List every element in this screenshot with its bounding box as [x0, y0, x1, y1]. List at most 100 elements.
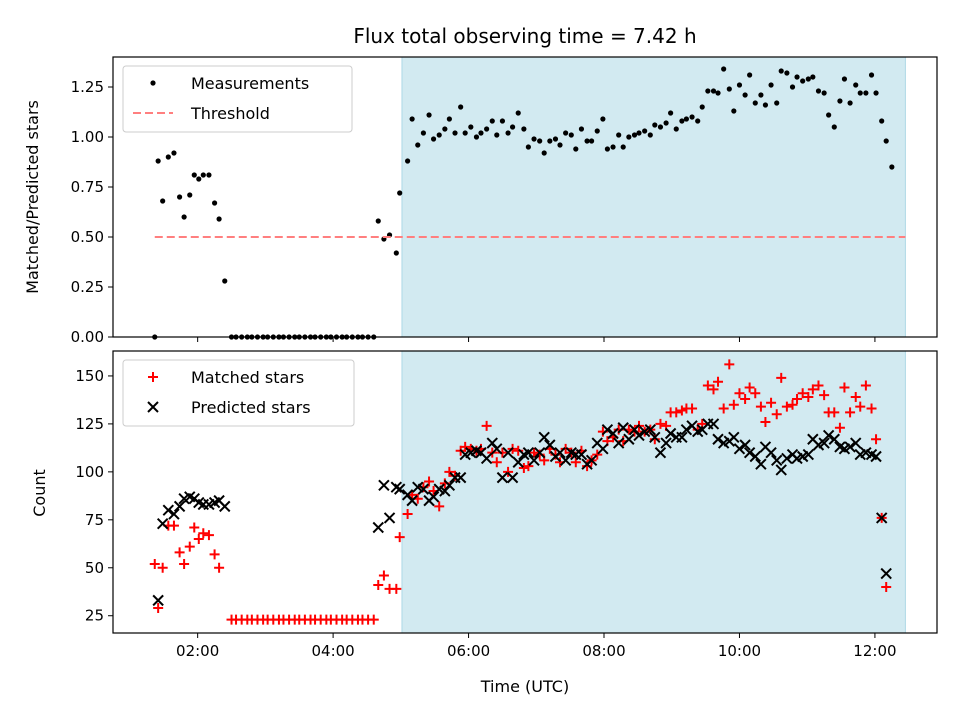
measurement-point	[689, 114, 695, 120]
matched-point	[803, 392, 814, 403]
legend-marker	[148, 372, 158, 382]
matched-point	[368, 614, 379, 625]
measurement-point	[721, 66, 727, 72]
measurement-point	[604, 146, 611, 152]
matched-point	[807, 384, 818, 395]
measurement-point	[216, 216, 222, 222]
legend: Measurements Threshold	[122, 65, 353, 133]
observing-window-shade	[401, 350, 906, 634]
x-tick-label: 10:00	[718, 642, 761, 660]
matched-point	[481, 420, 492, 431]
predicted-point	[870, 450, 882, 463]
series-measurements	[152, 66, 895, 340]
matched-point	[766, 397, 777, 408]
measurement-point	[176, 194, 183, 200]
measurement-point	[873, 90, 879, 96]
matched-point	[189, 522, 200, 533]
predicted-point	[743, 446, 756, 459]
measurement-point	[458, 104, 464, 110]
predicted-point	[502, 446, 514, 459]
predicted-point	[623, 433, 635, 445]
predicted-point	[707, 418, 720, 430]
measurement-point	[375, 218, 381, 224]
predicted-point	[654, 446, 667, 459]
predicted-point	[749, 450, 761, 463]
predicted-point	[664, 427, 677, 440]
flux-ratio-panel: 0.00 0.25 0.50 0.75 1.00 1.25 Measurements Thre…	[71, 56, 938, 346]
measurement-point	[452, 130, 458, 136]
y-tick-label: 0.25	[71, 278, 104, 296]
predicted-point	[372, 521, 384, 534]
matched-point	[676, 405, 687, 416]
measurement-point	[446, 116, 452, 122]
predicted-point	[739, 439, 751, 451]
predicted-point	[712, 433, 724, 445]
predicted-point	[427, 491, 440, 503]
measurement-point	[731, 108, 737, 114]
predicted-point	[491, 443, 503, 455]
measurement-point	[837, 98, 843, 104]
predicted-point	[496, 471, 509, 484]
y-axis-label-bottom: Count	[30, 469, 49, 517]
measurement-point	[552, 136, 559, 142]
matched-point	[855, 401, 866, 412]
predicted-point	[676, 431, 688, 444]
matched-point	[744, 382, 755, 393]
matched-point	[592, 449, 603, 460]
measurement-point	[742, 92, 748, 98]
measurement-point	[211, 200, 218, 206]
predicted-point	[755, 458, 767, 470]
predicted-point	[601, 423, 614, 436]
x-tick-label: 02:00	[176, 642, 219, 660]
y-tick-label: 50	[85, 559, 104, 577]
measurement-point	[800, 78, 806, 84]
predicted-point	[680, 423, 693, 436]
star-count-panel: 25 50 75 100 125 150 02:00 04:00 06:00 08:00 10:00…	[75, 350, 938, 660]
matched-point	[402, 509, 413, 520]
measurement-point	[509, 124, 516, 130]
predicted-point	[538, 431, 550, 444]
matched-point	[724, 359, 735, 370]
measurement-point	[784, 70, 790, 76]
measurement-point	[181, 214, 187, 220]
x-tick-label: 06:00	[447, 642, 490, 660]
measurement-point	[679, 118, 685, 124]
matched-point	[209, 549, 220, 560]
measurement-point	[879, 118, 885, 124]
measurement-point	[610, 144, 616, 150]
chart-title: Flux total observing time = 7.42 h	[353, 24, 696, 48]
y-tick-label: 0.00	[71, 328, 104, 346]
matched-point	[391, 583, 402, 594]
predicted-point	[417, 483, 430, 495]
matched-point	[497, 447, 508, 458]
measurement-point	[578, 126, 585, 132]
legend-box	[122, 359, 355, 427]
matched-point	[881, 581, 892, 592]
measurement-point	[206, 172, 212, 178]
predicted-point	[585, 454, 598, 467]
measurement-point	[489, 118, 495, 124]
predicted-point	[775, 464, 787, 476]
matched-point	[179, 558, 190, 569]
predicted-point	[506, 471, 519, 484]
observing-window-shade	[401, 56, 906, 338]
measurement-point	[588, 138, 595, 144]
matched-point	[418, 482, 429, 493]
measurement-point	[794, 74, 800, 80]
matched-point	[582, 461, 593, 472]
predicted-point	[771, 454, 783, 467]
axes-frame	[112, 350, 938, 634]
predicted-point	[383, 512, 396, 524]
matched-point	[776, 372, 787, 383]
matched-point	[728, 399, 739, 410]
measurement-point	[430, 136, 437, 142]
legend-box	[122, 65, 353, 133]
matched-point	[491, 457, 502, 468]
predicted-point	[173, 500, 186, 513]
matched-point	[523, 461, 534, 472]
predicted-point	[733, 443, 746, 455]
y-tick-label: 1.00	[71, 128, 104, 146]
measurement-point	[747, 72, 753, 78]
measurement-point	[196, 176, 202, 182]
matched-point	[460, 441, 471, 452]
